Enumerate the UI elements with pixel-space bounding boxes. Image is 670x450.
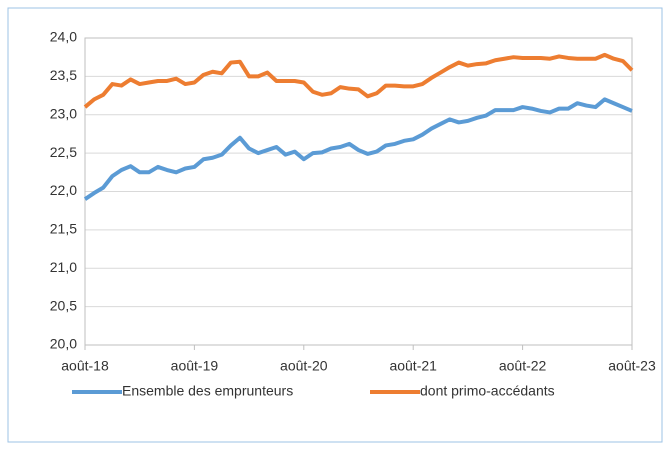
x-tick-label: août-18 — [61, 358, 109, 374]
x-tick-label: août-23 — [608, 358, 656, 374]
x-tick-label: août-22 — [499, 358, 547, 374]
plot-border — [84, 37, 633, 346]
y-tick-label: 21,0 — [50, 259, 77, 275]
x-tick-label: août-20 — [280, 358, 328, 374]
x-tick-label: août-21 — [389, 358, 437, 374]
y-tick-label: 20,0 — [50, 336, 77, 352]
legend-label: dont primo-accédants — [420, 383, 555, 399]
y-tick-label: 20,5 — [50, 297, 77, 313]
y-tick-label: 24,0 — [50, 29, 77, 45]
legend-label: Ensemble des emprunteurs — [122, 383, 293, 399]
x-tick-label: août-19 — [171, 358, 219, 374]
y-tick-label: 22,0 — [50, 182, 77, 198]
chart-frame — [7, 7, 663, 443]
y-tick-label: 23,5 — [50, 67, 77, 83]
y-tick-label: 23,0 — [50, 105, 77, 121]
y-tick-label: 21,5 — [50, 221, 77, 237]
y-tick-label: 22,5 — [50, 144, 77, 160]
data-line — [83, 52, 634, 109]
data-line — [83, 97, 633, 201]
